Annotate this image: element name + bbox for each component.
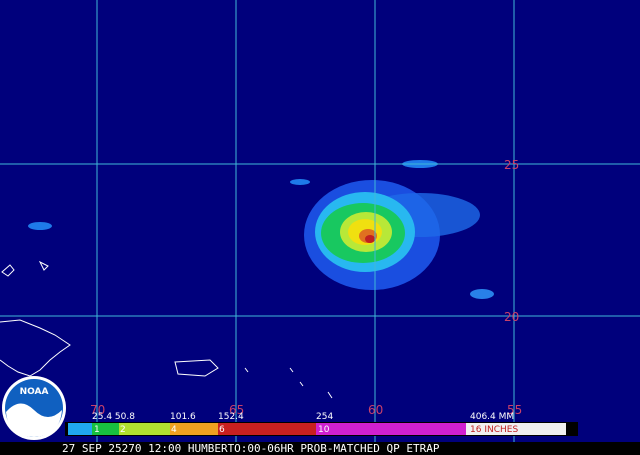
logo-text: NOAA — [20, 387, 49, 397]
footer-text: 27 SEP 25270 12:00 HUMBERTO:00-06HR PROB… — [62, 442, 440, 455]
mm-label: 101.6 — [170, 412, 196, 422]
color-bar — [65, 422, 578, 436]
precipitation — [28, 160, 494, 299]
latitude-label: 25 — [504, 158, 519, 172]
inch-label: 4 — [171, 425, 177, 435]
longitude-label: 60 — [368, 403, 383, 417]
mm-label: 254 — [316, 412, 333, 422]
inch-label: 6 — [219, 425, 225, 435]
inch-label: 16 INCHES — [470, 425, 518, 435]
coastline — [0, 260, 333, 399]
inch-label: 10 — [318, 425, 330, 435]
mm-label: 152.4 — [218, 412, 244, 422]
footer-bar — [0, 442, 640, 455]
inch-label: 1 — [94, 425, 100, 435]
longitude-label: 70 — [90, 403, 105, 417]
mm-label: 406.4 MM — [470, 412, 514, 422]
latitude-label: 20 — [504, 310, 519, 324]
graticule — [0, 0, 640, 442]
mm-label: 25.4 50.8 — [92, 412, 135, 422]
logo: NOAA — [2, 376, 66, 440]
inch-label: 2 — [120, 425, 126, 435]
longitude-label: 55 — [507, 403, 522, 417]
longitude-label: 65 — [229, 403, 244, 417]
